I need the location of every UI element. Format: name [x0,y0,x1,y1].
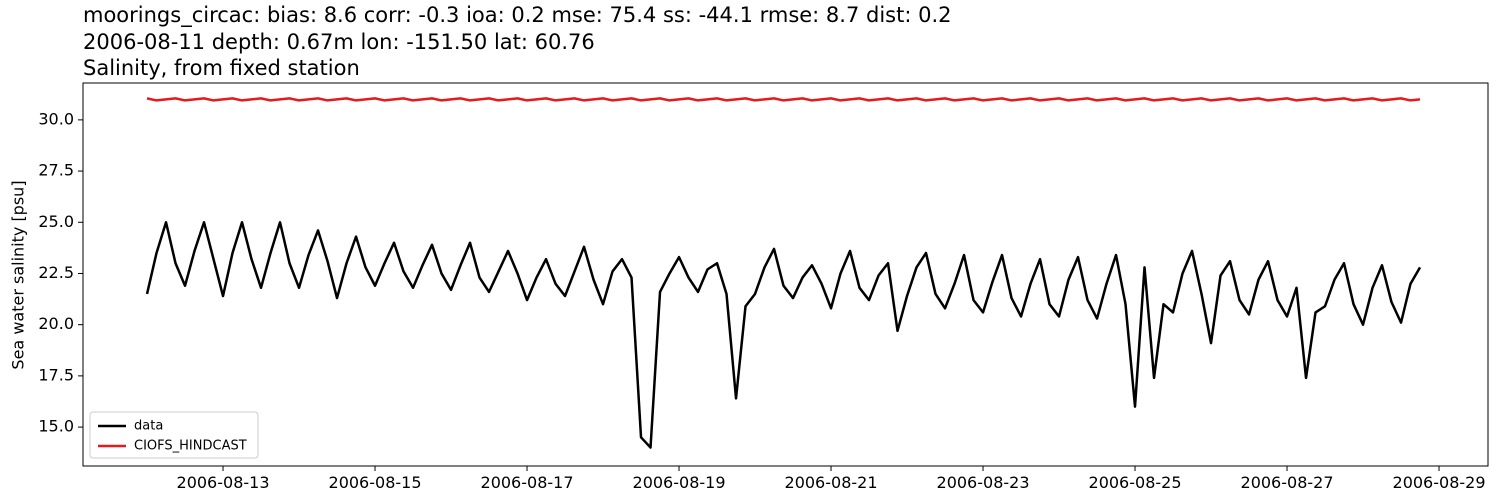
y-tick-label: 17.5 [38,365,74,384]
x-tick-label: 2006-08-29 [1393,473,1486,492]
y-tick-label: 20.0 [38,314,74,333]
y-tick-label: 22.5 [38,263,74,282]
chart-subtitle: Salinity, from fixed station [83,56,360,80]
y-tick-label: 27.5 [38,161,74,180]
y-tick-label: 30.0 [38,109,74,128]
chart-subtitle: 2006-08-11 depth: 0.67m lon: -151.50 lat… [83,30,595,54]
y-axis-label: Sea water salinity [psu] [9,180,28,369]
legend-label: CIOFS_HINDCAST [134,439,247,454]
x-tick-label: 2006-08-23 [937,473,1030,492]
data-line [145,221,1422,449]
legend-box [89,411,259,459]
chart-title: moorings_circac: bias: 8.6 corr: -0.3 io… [83,3,952,28]
x-tick-label: 2006-08-15 [329,473,422,492]
x-tick-label: 2006-08-21 [785,473,878,492]
legend-label: data [134,419,163,434]
x-tick-label: 2006-08-25 [1089,473,1182,492]
plot-frame [82,82,1489,467]
x-tick-label: 2006-08-27 [1241,473,1334,492]
y-tick-label: 15.0 [38,417,74,436]
data-line [146,97,1421,102]
x-tick-label: 2006-08-13 [177,473,270,492]
y-tick-label: 25.0 [38,212,74,231]
x-tick-label: 2006-08-17 [481,473,574,492]
x-tick-label: 2006-08-19 [633,473,726,492]
